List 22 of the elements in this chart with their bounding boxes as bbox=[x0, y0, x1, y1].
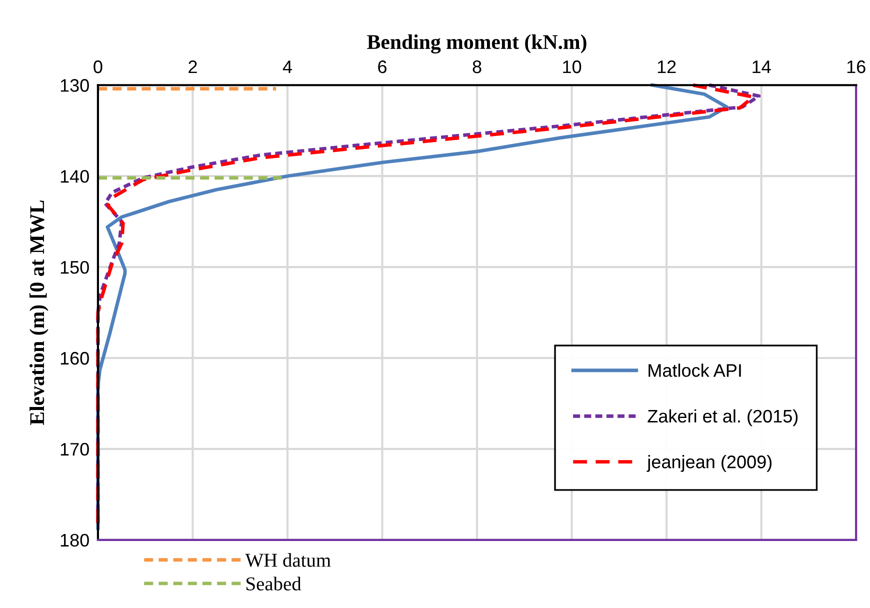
legend-label: WH datum bbox=[245, 553, 331, 567]
x-tick-label: 10 bbox=[563, 60, 582, 74]
x-tick-label: 2 bbox=[188, 60, 197, 74]
x-axis-title: Bending moment (kN.m) bbox=[367, 34, 586, 54]
y-tick-label: 170 bbox=[60, 442, 89, 456]
x-tick-label: 8 bbox=[472, 60, 482, 74]
legend-label: Zakeri et al. (2015) bbox=[648, 409, 798, 426]
y-tick-label: 180 bbox=[60, 534, 89, 547]
x-tick-label: 12 bbox=[658, 60, 676, 74]
legend-label: jeanjean (2009) bbox=[646, 455, 772, 472]
x-tick-label: 16 bbox=[847, 60, 866, 74]
x-tick-label: 0 bbox=[94, 60, 102, 74]
y-tick-label: 150 bbox=[60, 260, 89, 274]
y-tick-label: 130 bbox=[60, 79, 89, 92]
legend-label: Seabed bbox=[246, 576, 302, 590]
x-tick-label: 6 bbox=[378, 60, 386, 74]
legend-label: Matlock API bbox=[648, 364, 741, 377]
x-tick-label: 14 bbox=[752, 60, 771, 74]
y-tick-label: 140 bbox=[60, 170, 89, 183]
x-tick-label: 4 bbox=[282, 60, 292, 74]
y-axis-title: Elevation (m) [0 at MWL bbox=[30, 200, 48, 425]
y-tick-label: 160 bbox=[60, 352, 89, 365]
